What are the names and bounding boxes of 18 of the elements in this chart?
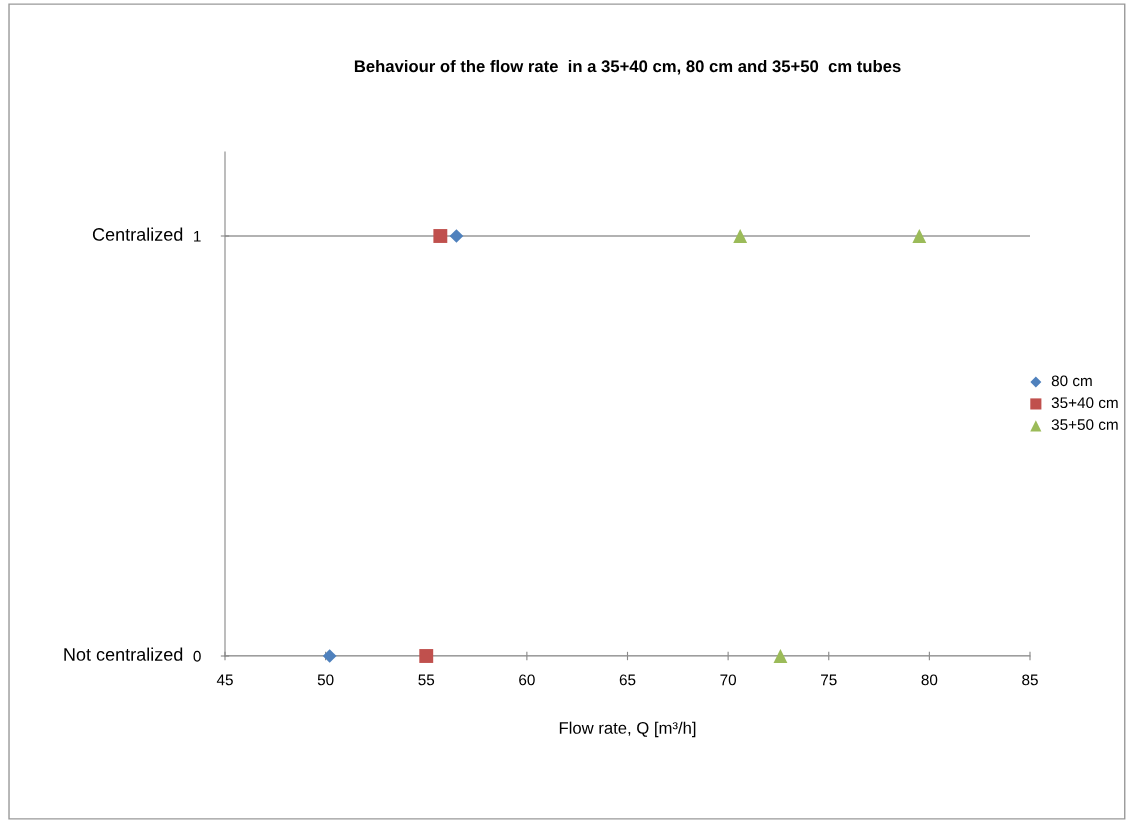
y-tick-label: 1 bbox=[194, 231, 201, 242]
x-tick-label: 85 bbox=[1022, 674, 1038, 686]
x-tick-label: 65 bbox=[619, 674, 636, 686]
legend-label: 35+50 cm bbox=[1051, 419, 1118, 430]
legend-label: 80 cm bbox=[1051, 375, 1092, 387]
y-tick-label: 0 bbox=[193, 650, 201, 662]
x-tick-label: 50 bbox=[317, 674, 334, 686]
text: Not centralized bbox=[64, 647, 183, 661]
text: Centralized bbox=[92, 227, 183, 241]
x-tick-label: 80 bbox=[921, 674, 938, 686]
x-tick-label: 45 bbox=[216, 674, 233, 686]
x-tick-label: 55 bbox=[418, 674, 435, 686]
x-tick-label: 60 bbox=[519, 674, 535, 686]
x-axis-title: Flow rate, Q [m³/h] bbox=[559, 721, 696, 738]
x-tick-label: 70 bbox=[720, 674, 737, 686]
x-tick-label: 75 bbox=[821, 674, 837, 686]
chart-title: Behaviour of the flow rate in a 35+40 cm, 80 cm and 35+50 cm tubes bbox=[354, 59, 901, 75]
legend-label: 35+40 cm bbox=[1051, 397, 1118, 409]
